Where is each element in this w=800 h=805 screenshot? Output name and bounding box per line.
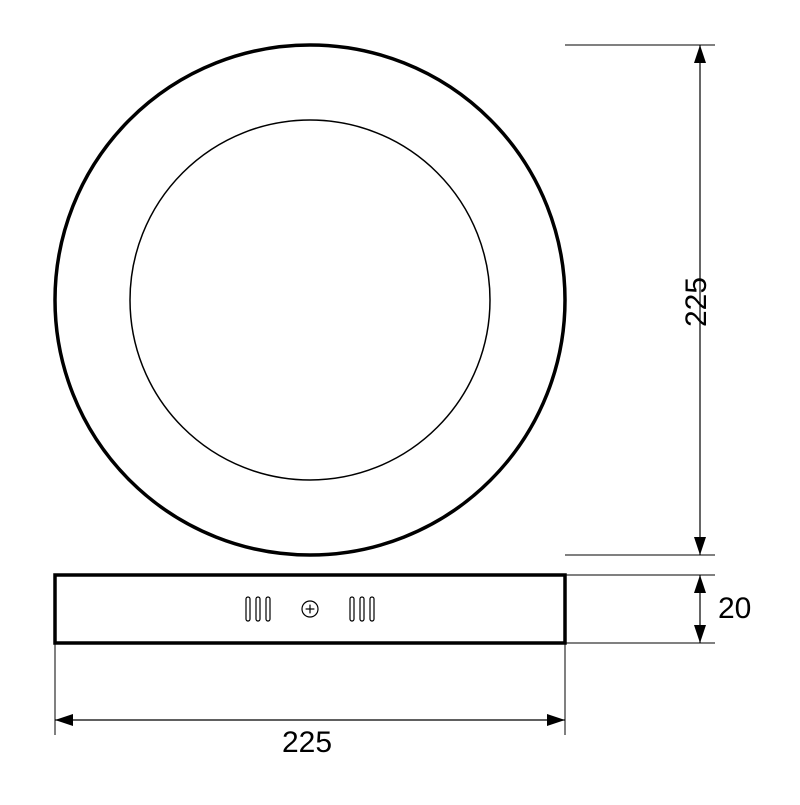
diagram-svg xyxy=(0,0,800,800)
dim-label-width: 225 xyxy=(282,726,332,760)
dim-label-diameter: 225 xyxy=(680,277,714,327)
dim-label-height: 20 xyxy=(718,592,751,626)
diagram-stage: 225 20 225 xyxy=(0,0,800,800)
